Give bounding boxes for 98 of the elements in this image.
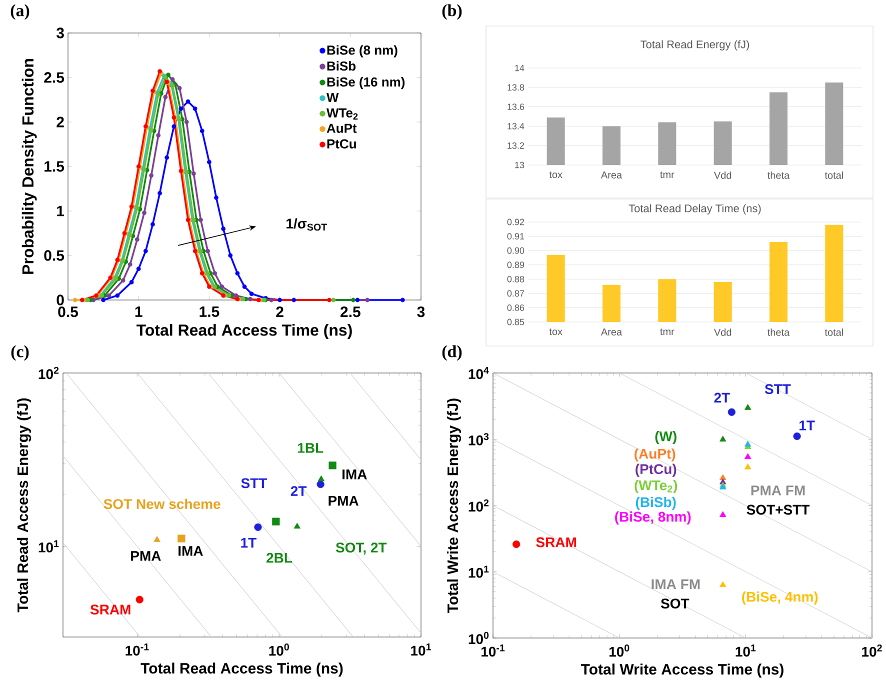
x-tick-label: 10$^{1}$ [411, 644, 431, 656]
text: (PtCu) [636, 464, 676, 477]
y-tick-label: 0.92 [507, 218, 524, 226]
y-tick-label: 10$^{2}$ [38, 366, 59, 380]
y-tick-label: 0.87 [507, 290, 524, 297]
x-tick-label: 10$^{1}$ [736, 644, 756, 657]
x-tick-label: 10$^{2}$ [862, 644, 882, 657]
text: (c) [11, 345, 29, 361]
text: (WTe$_{2}$) [634, 480, 678, 494]
y-tick-label: 0.88 [507, 276, 524, 282]
series-label: SRAM [90, 604, 130, 615]
text: (a) [10, 4, 30, 20]
legend-label: AuPt [326, 124, 357, 133]
x-tick-label: 2 [276, 306, 284, 317]
y-tick-label: 10$^{1}$ [468, 566, 489, 578]
annotation: PMA [131, 551, 161, 561]
y-tick-label: 10$^{3}$ [468, 433, 489, 446]
x-tick-label: theta [768, 328, 790, 336]
y-tick-label: 0.91 [507, 233, 524, 240]
x-tick-label: 10$^{0}$ [269, 644, 289, 656]
chart-title: Total Read Energy (fJ) [640, 40, 750, 50]
x-axis-title: Total Read Access Time (ns) [140, 662, 343, 677]
annotation: IMA FM [652, 579, 700, 590]
y-tick-label: 10$^{4}$ [468, 366, 489, 380]
y-axis-title: Total Read Access Energy (fJ) [17, 398, 32, 612]
y-tick-label: 13.4 [508, 123, 524, 130]
x-tick-label: theta [768, 172, 790, 179]
series-label: (BiSe, 4nm) [742, 592, 818, 605]
legend-label: PtCu [327, 139, 356, 148]
annotation: 2T [290, 486, 307, 496]
x-tick-label: tox [549, 172, 562, 178]
x-tick-label: total [824, 172, 843, 179]
x-tick-label: tmr [660, 172, 674, 178]
legend-label: BiSe (8 nm) [327, 45, 398, 58]
text: (AuPt) [634, 448, 676, 462]
text: SOT, 2T [336, 542, 387, 555]
annotation: SOT [660, 598, 690, 609]
y-tick-label: 0.85 [507, 318, 524, 326]
annotation: 2T [714, 392, 730, 403]
y-tick-label: 10$^{1}$ [38, 540, 59, 552]
y-tick-label: 0.90 [507, 247, 524, 254]
y-tick-label: 13.6 [508, 104, 524, 110]
legend-label: W [326, 92, 339, 102]
x-tick-label: total [824, 328, 843, 336]
annotation: PMA [328, 496, 358, 506]
series-label: SRAM [536, 537, 576, 548]
text: (BiSb) [636, 496, 676, 510]
legend-label: WTe$_{2}$ [326, 108, 358, 120]
y-tick-label: 2 [56, 116, 64, 128]
annotation: 1BL [298, 443, 324, 453]
y-tick-label: 14 [515, 64, 524, 72]
annotation: IMA [178, 546, 203, 556]
legend-label: BiSb [327, 61, 356, 71]
y-tick-label: 13.8 [508, 84, 524, 91]
text: (W) [655, 431, 676, 444]
annotation: SOT+STT [746, 504, 810, 515]
x-tick-label: 3 [417, 306, 425, 318]
y-tick-label: 13.2 [508, 142, 524, 149]
y-tick-label: 2.5 [44, 72, 64, 83]
annotation: PMA FM [751, 486, 805, 496]
x-tick-label: 1.5 [200, 306, 220, 317]
x-axis-title: Total Read Access Time (ns) [136, 324, 352, 339]
annotation: 2BL [266, 552, 292, 563]
y-tick-label: 0 [56, 294, 64, 306]
text: (b) [442, 4, 462, 20]
text: (d) [442, 345, 462, 361]
text: STT [241, 478, 268, 488]
annotation: 1T [241, 538, 256, 548]
y-tick-label: 10$^{2}$ [468, 499, 489, 512]
annotation: 1T [800, 420, 815, 430]
y-axis-title: Probability Density Function [22, 59, 37, 274]
x-tick-label: tmr [660, 328, 674, 336]
x-tick-label: Vdd [714, 328, 732, 336]
y-tick-label: 13 [515, 162, 524, 168]
x-tick-label: 10$^{-1}$ [126, 644, 149, 656]
legend-label: BiSe (16 nm) [327, 77, 405, 90]
y-tick-label: 10$^{0}$ [468, 632, 489, 644]
y-tick-label: 0.89 [507, 262, 524, 268]
y-tick-label: 0.86 [507, 304, 524, 311]
y-tick-label: 0.5 [44, 250, 64, 261]
annotation: IMA [342, 470, 367, 480]
x-axis-title: Total Write Access Time (ns) [580, 664, 784, 678]
x-tick-label: 10$^{0}$ [609, 644, 630, 657]
text: (BiSe, 8nm) [615, 511, 691, 524]
annotation: 1/σ$_{SOT}$ [286, 218, 327, 231]
text: STT [764, 384, 791, 394]
chart-title: Total Read Delay Time (ns) [628, 204, 761, 214]
y-axis-title: Total Write Access Energy (fJ) [447, 398, 462, 613]
x-tick-label: 1 [135, 306, 142, 317]
text: SOT New scheme [104, 498, 220, 510]
x-tick-label: tox [549, 328, 562, 336]
x-tick-label: Vdd [714, 172, 732, 179]
x-tick-label: Area [600, 172, 622, 178]
x-tick-label: Area [600, 328, 622, 336]
y-tick-label: 1 [57, 206, 64, 216]
y-tick-label: 3 [56, 28, 64, 38]
x-tick-label: 2.5 [340, 306, 360, 318]
x-tick-label: 10$^{-1}$ [481, 644, 505, 657]
